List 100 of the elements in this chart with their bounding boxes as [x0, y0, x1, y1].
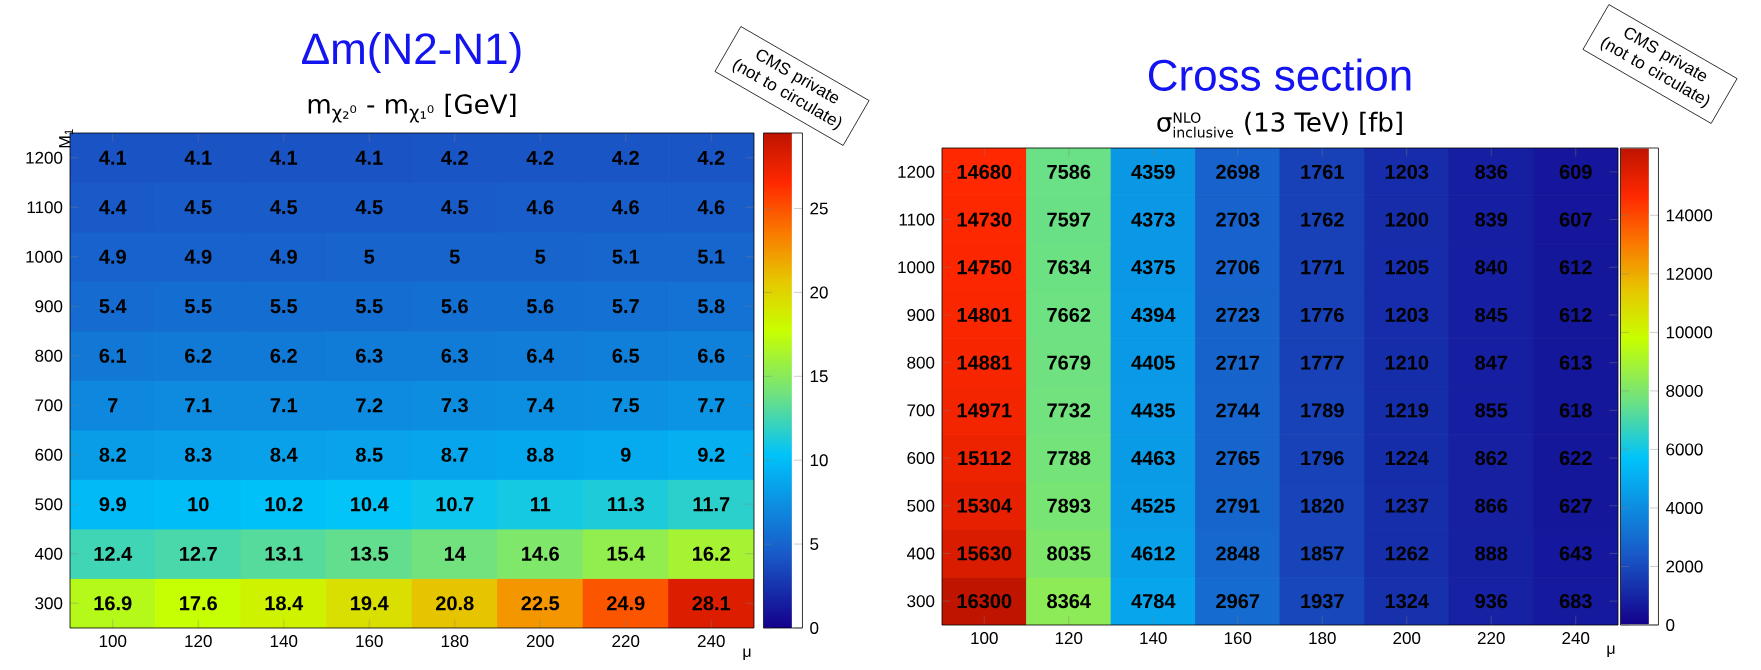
data-label: 15630	[957, 546, 1012, 561]
data-label: 839	[1475, 212, 1508, 227]
color-bar-label: 10000	[1666, 326, 1713, 339]
data-label: 5.5	[355, 299, 383, 314]
data-label: 4405	[1131, 355, 1175, 370]
data-label: 7662	[1047, 307, 1091, 323]
color-bar-label: 10	[810, 454, 828, 467]
y-tick-label: 500	[35, 498, 63, 511]
data-label: 643	[1559, 546, 1592, 561]
data-label: 1761	[1301, 164, 1344, 179]
data-label: 7.1	[270, 398, 298, 413]
color-bar-label: 2000	[1666, 560, 1703, 573]
data-label: 16300	[957, 594, 1012, 609]
data-label: 5.5	[270, 299, 298, 314]
data-label: 7.1	[185, 398, 212, 413]
y-tick-label: 600	[35, 448, 63, 461]
data-label: 4.5	[184, 200, 212, 215]
color-bar-label: 4000	[1665, 501, 1703, 514]
data-label: 5.7	[612, 299, 639, 314]
data-label: 4.9	[184, 249, 212, 264]
data-label: 4.6	[526, 200, 554, 215]
y-tick-label: 400	[34, 547, 63, 560]
data-label: 8.5	[355, 447, 383, 462]
y-tick-label: 600	[907, 452, 935, 465]
data-label: 8.2	[99, 447, 126, 462]
data-label: 1324	[1385, 594, 1429, 609]
data-label: 2967	[1216, 594, 1260, 609]
data-label: 5.4	[99, 299, 127, 314]
data-label: 4.1	[184, 150, 212, 165]
y-tick-label: 900	[907, 308, 935, 321]
data-label: 5.8	[697, 299, 725, 314]
y-tick-label: 400	[906, 547, 935, 560]
color-bar-label: 0	[810, 621, 819, 635]
data-label: 1776	[1301, 307, 1344, 323]
x-tick-label: 120	[185, 635, 212, 648]
y-tick-label: 700	[35, 399, 63, 412]
data-label: 5	[535, 249, 546, 264]
color-bar-label: 14000	[1666, 209, 1713, 222]
y-tick-label: 700	[907, 404, 935, 417]
y-tick-label: 1200	[898, 165, 935, 178]
data-label: 840	[1475, 260, 1508, 275]
x-tick-label: 160	[1224, 632, 1252, 645]
y-tick-label: 1000	[898, 261, 935, 274]
data-label: 2717	[1216, 355, 1260, 370]
color-bar-label: 8000	[1666, 384, 1703, 397]
data-label: 7679	[1047, 355, 1091, 370]
data-label: 4612	[1131, 546, 1175, 561]
data-label: 4.1	[355, 150, 383, 165]
data-label: 8035	[1047, 546, 1091, 561]
data-label: 14.6	[522, 546, 559, 561]
y-tick-label: 1000	[26, 250, 63, 263]
color-bar-label: 5	[810, 538, 819, 551]
data-label: 11.3	[608, 497, 644, 512]
data-label: 14730	[957, 212, 1012, 227]
data-label: 4.1	[99, 150, 127, 165]
data-label: 7634	[1047, 260, 1091, 275]
data-label: 9.9	[99, 497, 126, 512]
data-label: 1237	[1385, 498, 1429, 513]
x-axis-title: μ	[743, 648, 751, 660]
y-tick-label: 800	[907, 356, 935, 369]
data-label: 7.4	[527, 398, 555, 413]
data-label: 1262	[1385, 546, 1429, 561]
data-label: 4.2	[612, 150, 639, 165]
data-label: 1210	[1385, 355, 1429, 370]
data-label: 16.9	[94, 596, 132, 611]
data-label: 4.1	[270, 150, 298, 165]
color-bar-label: 6000	[1666, 443, 1703, 456]
y-axis-title: M$_{1}$	[59, 129, 73, 148]
data-label: 613	[1559, 355, 1592, 370]
data-label: 845	[1475, 307, 1508, 323]
data-label: 2698	[1216, 164, 1260, 179]
data-label: 4525	[1131, 498, 1175, 513]
data-label: 18.4	[265, 596, 304, 611]
data-label: 1762	[1301, 212, 1344, 227]
x-tick-label: 200	[526, 635, 554, 648]
data-label: 15304	[957, 498, 1012, 513]
x-tick-label: 240	[1562, 632, 1590, 645]
data-label: 4.6	[612, 200, 639, 215]
data-label: 15112	[958, 450, 1011, 466]
data-label: 4.2	[526, 150, 554, 165]
data-label: 17.6	[180, 596, 218, 611]
data-label: 4.2	[697, 150, 725, 165]
data-label: 14	[444, 546, 466, 561]
data-label: 10.2	[265, 497, 303, 512]
data-label: 6.2	[185, 348, 212, 363]
chart-subtitle: m$_{χ₂⁰}$ - m$_{χ₁⁰}$ [GeV]	[308, 93, 516, 123]
data-label: 7	[108, 398, 118, 413]
y-tick-label: 500	[907, 499, 935, 512]
data-label: 6.3	[441, 348, 468, 363]
data-label: 936	[1475, 594, 1508, 609]
data-label: 607	[1559, 212, 1592, 227]
data-label: 622	[1559, 450, 1592, 466]
data-label: 1203	[1385, 307, 1429, 323]
data-label: 6.4	[527, 348, 555, 363]
data-label: 6.3	[356, 348, 383, 363]
data-label: 1796	[1301, 450, 1344, 466]
data-label: 866	[1475, 498, 1508, 513]
data-label: 14801	[957, 307, 1012, 323]
data-label: 1937	[1301, 594, 1344, 609]
data-label: 7732	[1047, 403, 1091, 418]
